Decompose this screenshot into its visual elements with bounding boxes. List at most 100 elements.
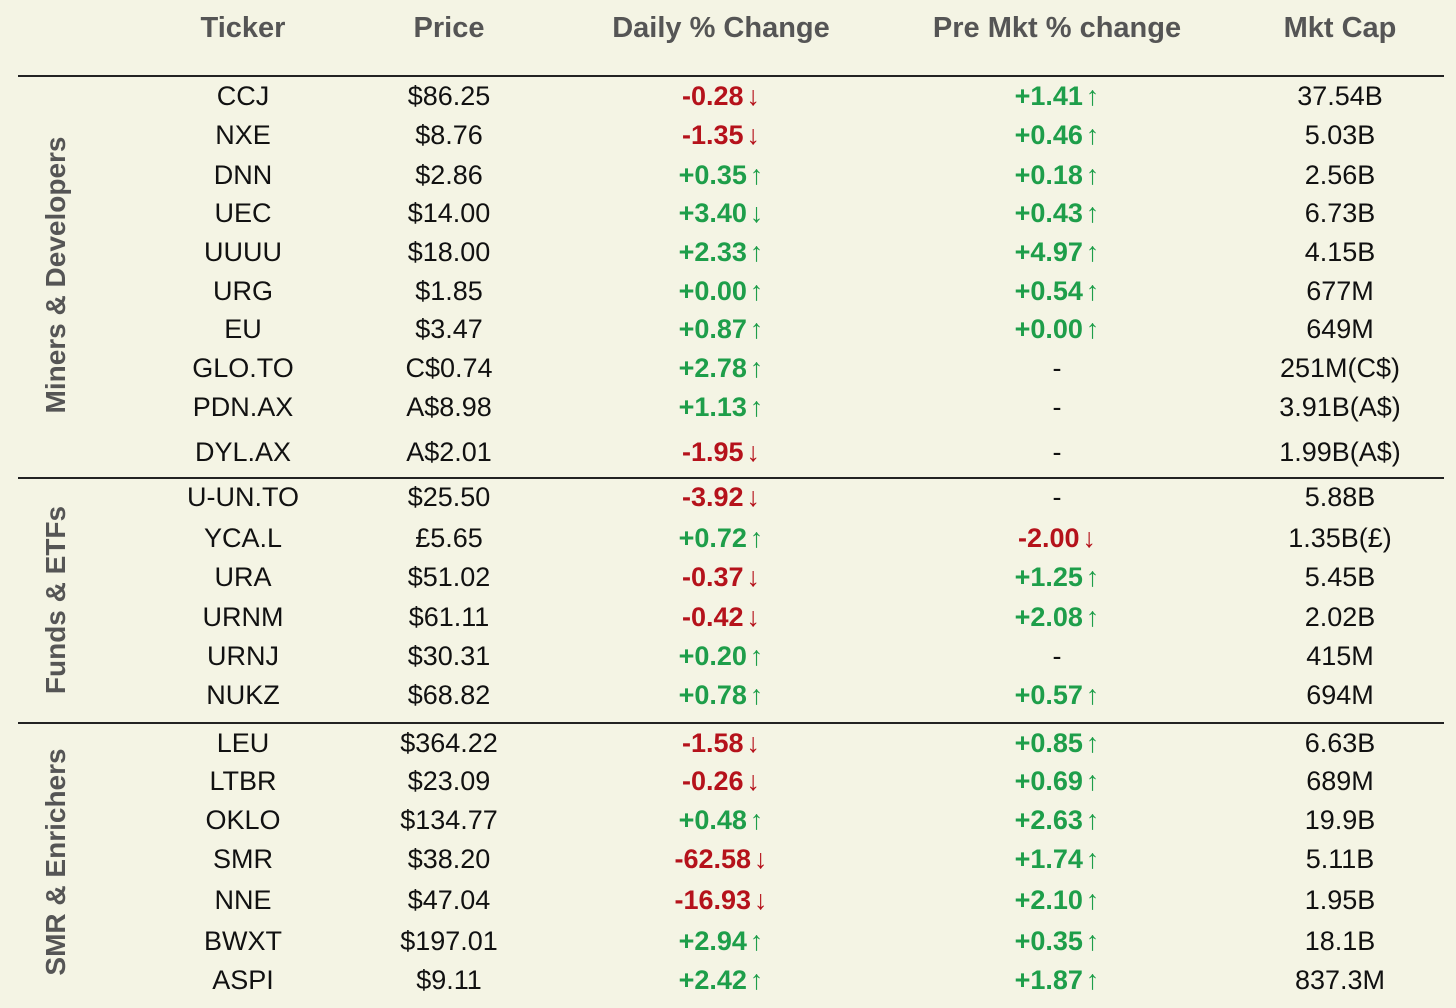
header-daily-change: Daily % Change bbox=[612, 12, 830, 44]
ticker-cell: ASPI bbox=[212, 965, 274, 995]
price-cell: C$0.74 bbox=[405, 353, 493, 383]
premarket-change-cell: -2.00 ↓ bbox=[1018, 520, 1096, 556]
table-row: PDN.AX A$8.98 +1.13 ↑ - 3.91B(A$) bbox=[0, 389, 1456, 425]
price-cell: $197.01 bbox=[400, 926, 498, 956]
daily-change-cell: +0.20 ↑ bbox=[679, 638, 764, 674]
ticker-cell: GLO.TO bbox=[192, 353, 294, 383]
premarket-change-cell: +0.00 ↑ bbox=[1015, 311, 1100, 347]
arrow-up-icon: ↑ bbox=[1085, 160, 1100, 190]
premarket-change-cell-value: - bbox=[1052, 641, 1062, 671]
header-ticker: Ticker bbox=[200, 12, 286, 44]
table-row: URNJ $30.31 +0.20 ↑ - 415M bbox=[0, 638, 1456, 674]
daily-change-cell-value: -0.42 bbox=[681, 602, 744, 632]
market-cap-cell: 251M(C$) bbox=[1279, 353, 1401, 383]
market-cap-cell: 1.95B bbox=[1304, 885, 1376, 915]
premarket-change-cell-value: +0.35 bbox=[1014, 926, 1083, 956]
section-divider bbox=[18, 477, 1444, 479]
price-cell: $47.04 bbox=[407, 885, 491, 915]
premarket-change-cell: - bbox=[1053, 350, 1062, 386]
market-cap-cell: 677M bbox=[1306, 276, 1374, 306]
daily-change-cell-value: +2.78 bbox=[678, 353, 747, 383]
arrow-up-icon: ↑ bbox=[749, 237, 764, 267]
arrow-up-icon: ↑ bbox=[749, 353, 764, 383]
arrow-up-icon: ↑ bbox=[749, 680, 764, 710]
price-cell: $9.11 bbox=[416, 965, 482, 995]
arrow-up-icon: ↑ bbox=[749, 276, 764, 306]
daily-change-cell: +0.87 ↑ bbox=[679, 311, 764, 347]
table-row: GLO.TO C$0.74 +2.78 ↑ - 251M(C$) bbox=[0, 350, 1456, 386]
table-row: NNE $47.04 -16.93 ↓ +2.10 ↑ 1.95B bbox=[0, 882, 1456, 918]
price-cell: $364.22 bbox=[400, 728, 498, 758]
premarket-change-cell-value: - bbox=[1052, 482, 1062, 512]
table-row: NUKZ $68.82 +0.78 ↑ +0.57 ↑ 694M bbox=[0, 677, 1456, 713]
arrow-up-icon: ↑ bbox=[1085, 844, 1100, 874]
table-row: ASPI $9.11 +2.42 ↑ +1.87 ↑ 837.3M bbox=[0, 962, 1456, 998]
arrow-up-icon: ↑ bbox=[1085, 602, 1100, 632]
daily-change-cell-value: +0.48 bbox=[678, 805, 747, 835]
price-cell: $61.11 bbox=[408, 602, 490, 632]
daily-change-cell: -62.58 ↓ bbox=[674, 841, 767, 877]
arrow-up-icon: ↑ bbox=[1085, 276, 1100, 306]
premarket-change-cell-value: +1.41 bbox=[1014, 81, 1083, 111]
premarket-change-cell: +0.54 ↑ bbox=[1015, 273, 1100, 309]
ticker-cell: NUKZ bbox=[206, 680, 280, 710]
ticker-cell: EU bbox=[224, 314, 262, 344]
daily-change-cell-value: +2.42 bbox=[678, 965, 747, 995]
daily-change-cell-value: +0.72 bbox=[678, 523, 747, 553]
arrow-up-icon: ↑ bbox=[749, 314, 764, 344]
premarket-change-cell-value: +0.54 bbox=[1014, 276, 1083, 306]
ticker-cell: URNJ bbox=[207, 641, 279, 671]
market-cap-cell: 6.73B bbox=[1304, 198, 1376, 228]
premarket-change-cell: +1.41 ↑ bbox=[1015, 78, 1100, 114]
table-row: EU $3.47 +0.87 ↑ +0.00 ↑ 649M bbox=[0, 311, 1456, 347]
daily-change-cell: -0.26 ↓ bbox=[682, 763, 760, 799]
price-cell: $30.31 bbox=[407, 641, 491, 671]
price-cell: $2.86 bbox=[415, 160, 483, 190]
premarket-change-cell: +1.25 ↑ bbox=[1015, 559, 1100, 595]
ticker-cell: NXE bbox=[215, 120, 271, 150]
ticker-cell: BWXT bbox=[204, 926, 282, 956]
market-cap-cell: 1.99B(A$) bbox=[1279, 437, 1401, 467]
premarket-change-cell-value: - bbox=[1052, 392, 1062, 422]
market-cap-cell: 5.88B bbox=[1304, 482, 1376, 512]
header-divider bbox=[18, 75, 1444, 77]
table-row: LEU $364.22 -1.58 ↓ +0.85 ↑ 6.63B bbox=[0, 725, 1456, 761]
price-cell: $18.00 bbox=[407, 237, 491, 267]
table-row: URG $1.85 +0.00 ↑ +0.54 ↑ 677M bbox=[0, 273, 1456, 309]
table-row: UUUU $18.00 +2.33 ↑ +4.97 ↑ 4.15B bbox=[0, 234, 1456, 270]
daily-change-cell: +3.40 ↓ bbox=[679, 195, 764, 231]
ticker-cell: PDN.AX bbox=[192, 392, 294, 422]
daily-change-cell-value: +2.33 bbox=[678, 237, 747, 267]
daily-change-cell: -1.95 ↓ bbox=[682, 434, 760, 470]
premarket-change-cell-value: +1.87 bbox=[1014, 965, 1083, 995]
table-row: SMR $38.20 -62.58 ↓ +1.74 ↑ 5.11B bbox=[0, 841, 1456, 877]
ticker-cell: OKLO bbox=[205, 805, 281, 835]
price-cell: $23.09 bbox=[407, 766, 491, 796]
premarket-change-cell-value: +0.18 bbox=[1014, 160, 1083, 190]
daily-change-cell-value: -1.35 bbox=[681, 120, 744, 150]
market-cap-cell: 837.3M bbox=[1294, 965, 1386, 995]
price-cell: $14.00 bbox=[407, 198, 491, 228]
header-market-cap: Mkt Cap bbox=[1283, 12, 1397, 44]
arrow-up-icon: ↑ bbox=[1085, 562, 1100, 592]
arrow-down-icon: ↓ bbox=[746, 437, 761, 467]
daily-change-cell: -16.93 ↓ bbox=[674, 882, 767, 918]
arrow-up-icon: ↑ bbox=[1085, 728, 1100, 758]
arrow-up-icon: ↑ bbox=[749, 965, 764, 995]
daily-change-cell-value: -1.58 bbox=[681, 728, 744, 758]
arrow-up-icon: ↑ bbox=[749, 641, 764, 671]
market-cap-cell: 19.9B bbox=[1304, 805, 1376, 835]
arrow-up-icon: ↑ bbox=[749, 392, 764, 422]
header-premarket-change: Pre Mkt % change bbox=[932, 12, 1182, 44]
price-cell: $134.77 bbox=[400, 805, 498, 835]
premarket-change-cell-value: +0.43 bbox=[1014, 198, 1083, 228]
table-row: URA $51.02 -0.37 ↓ +1.25 ↑ 5.45B bbox=[0, 559, 1456, 595]
price-cell: A$2.01 bbox=[406, 437, 492, 467]
premarket-change-cell: +0.18 ↑ bbox=[1015, 157, 1100, 193]
arrow-up-icon: ↑ bbox=[749, 523, 764, 553]
daily-change-cell: +0.72 ↑ bbox=[679, 520, 764, 556]
premarket-change-cell-value: +0.57 bbox=[1014, 680, 1083, 710]
premarket-change-cell: - bbox=[1053, 479, 1062, 515]
price-cell: £5.65 bbox=[415, 523, 483, 553]
daily-change-cell: -1.35 ↓ bbox=[682, 117, 760, 153]
